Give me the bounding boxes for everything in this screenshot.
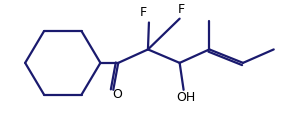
Text: O: O: [112, 88, 122, 101]
Text: OH: OH: [176, 91, 195, 104]
Text: F: F: [140, 6, 146, 19]
Text: F: F: [178, 3, 185, 15]
